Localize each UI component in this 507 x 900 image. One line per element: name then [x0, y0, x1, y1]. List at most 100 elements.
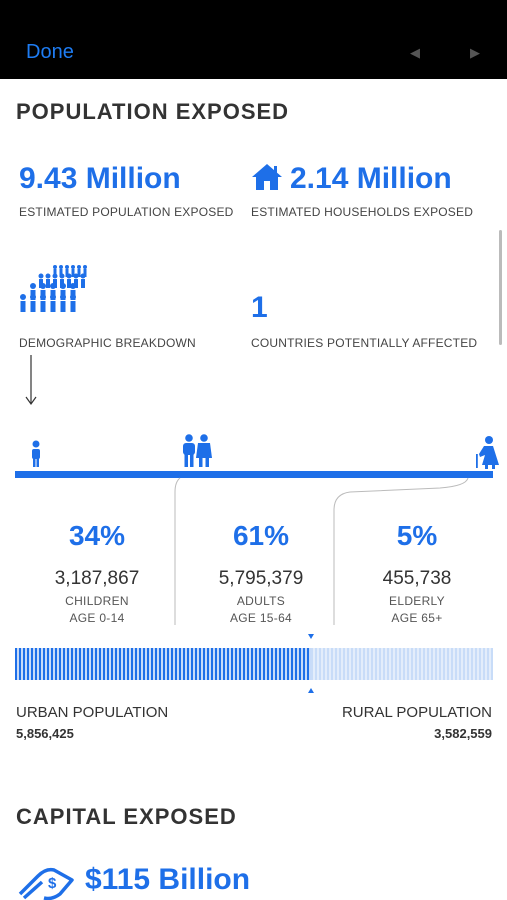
urban-stripe [167, 648, 169, 680]
urban-stripe [195, 648, 197, 680]
urban-stripe [207, 648, 209, 680]
rural-stripe [475, 648, 477, 680]
rural-stripe [459, 648, 461, 680]
rural-stripe [363, 648, 365, 680]
rural-stripe [375, 648, 377, 680]
urban-stripe [87, 648, 89, 680]
urban-stripe [251, 648, 253, 680]
child-icon [32, 440, 40, 467]
done-button[interactable]: Done [26, 41, 74, 63]
urban-stripe [155, 648, 157, 680]
urban-stripe [115, 648, 117, 680]
urban-stripe [187, 648, 189, 680]
split-marker-top-icon [308, 634, 314, 639]
urban-stripe [127, 648, 129, 680]
children-label: CHILDREN [65, 594, 129, 608]
adults-count: 5,795,379 [218, 568, 304, 589]
rural-stripe [367, 648, 369, 680]
urban-stripe [227, 648, 229, 680]
elderly-age-range: AGE 65+ [391, 611, 443, 625]
adults-label: ADULTS [236, 594, 286, 608]
previous-arrow-icon[interactable]: ◀ [410, 45, 420, 60]
rural-stripe [483, 648, 485, 680]
urban-stripe [235, 648, 237, 680]
urban-stripe [139, 648, 141, 680]
urban-stripe [247, 648, 249, 680]
down-arrow-icon [25, 355, 37, 406]
urban-stripe [103, 648, 105, 680]
urban-stripe [75, 648, 77, 680]
rural-stripe [411, 648, 413, 680]
rural-stripe [347, 648, 349, 680]
urban-stripe [303, 648, 305, 680]
rural-stripe [355, 648, 357, 680]
children-percent: 34% [68, 520, 126, 551]
urban-stripe [23, 648, 25, 680]
urban-population-value: 5,856,425 [16, 726, 74, 741]
children-count: 3,187,867 [54, 568, 140, 589]
urban-stripe [175, 648, 177, 680]
urban-stripe [183, 648, 185, 680]
urban-stripe [119, 648, 121, 680]
scrollbar[interactable] [499, 230, 502, 345]
urban-stripe [39, 648, 41, 680]
money-hand-icon: $ [18, 867, 74, 900]
split-marker-bottom-icon [308, 688, 314, 693]
top-navigation-bar: Done ◀ ▶ [0, 0, 507, 79]
urban-stripe [27, 648, 29, 680]
urban-stripe [67, 648, 69, 680]
rural-stripe [343, 648, 345, 680]
rural-stripe [487, 648, 489, 680]
population-exposed-title: POPULATION EXPOSED [16, 99, 290, 124]
urban-stripe [107, 648, 109, 680]
estimated-households-value: 2.14 Million [290, 162, 452, 195]
urban-stripe [219, 648, 221, 680]
urban-stripe [211, 648, 213, 680]
rural-stripe [391, 648, 393, 680]
rural-stripe [399, 648, 401, 680]
urban-population-label: URBAN POPULATION [16, 704, 169, 721]
rural-stripe [467, 648, 469, 680]
rural-stripe [415, 648, 417, 680]
next-arrow-icon[interactable]: ▶ [470, 45, 480, 60]
adults-icon [183, 434, 212, 467]
rural-stripe [339, 648, 341, 680]
urban-stripe [131, 648, 133, 680]
urban-stripe [79, 648, 81, 680]
rural-stripe [435, 648, 437, 680]
urban-stripe [191, 648, 193, 680]
rural-stripe [419, 648, 421, 680]
elderly-icon [476, 436, 499, 469]
urban-stripe [223, 648, 225, 680]
rural-stripe [387, 648, 389, 680]
rural-stripe [407, 648, 409, 680]
urban-stripe [295, 648, 297, 680]
urban-stripe [15, 648, 17, 680]
urban-stripe [123, 648, 125, 680]
urban-stripe [51, 648, 53, 680]
crowd-icon [20, 265, 87, 312]
elderly-percent: 5% [396, 520, 438, 551]
demographic-breakdown-label: DEMOGRAPHIC BREAKDOWN [19, 336, 196, 350]
capital-exposed-title: CAPITAL EXPOSED [16, 804, 237, 829]
urban-stripe [283, 648, 285, 680]
rural-stripe [315, 648, 317, 680]
countries-affected-value: 1 [251, 291, 268, 324]
urban-stripe [95, 648, 97, 680]
rural-population-value: 3,582,559 [434, 726, 492, 741]
urban-stripe [159, 648, 161, 680]
urban-stripe [19, 648, 21, 680]
rural-stripe [427, 648, 429, 680]
children-age-range: AGE 0-14 [69, 611, 125, 625]
rural-stripe [323, 648, 325, 680]
rural-stripe [455, 648, 457, 680]
rural-stripe [451, 648, 453, 680]
elderly-label: ELDERLY [389, 594, 445, 608]
capital-exposed-value: $115 Billion [85, 863, 251, 896]
rural-stripe [479, 648, 481, 680]
urban-stripe [307, 648, 309, 680]
rural-stripe [335, 648, 337, 680]
urban-stripe [263, 648, 265, 680]
urban-stripe [91, 648, 93, 680]
urban-stripe [215, 648, 217, 680]
